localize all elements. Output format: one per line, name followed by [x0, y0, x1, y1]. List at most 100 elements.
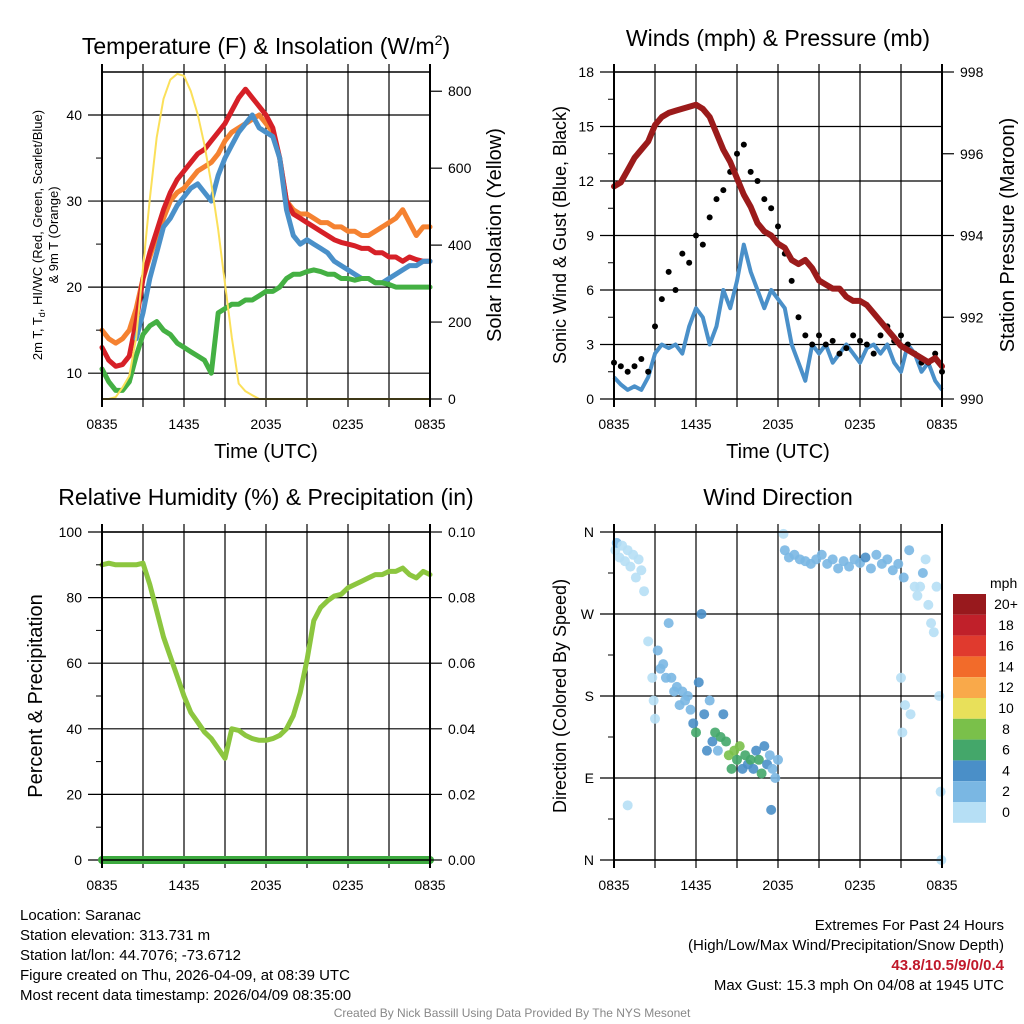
y-tick-label: 15 — [578, 119, 594, 135]
direction-panel: Wind Direction 0835 1435 2035 0235 0835NESWN… — [550, 484, 1018, 893]
direction-point — [701, 745, 712, 756]
x-tick-label: 1435 — [680, 416, 711, 432]
y2-tick-label: 0.06 — [448, 655, 475, 671]
colorbar-swatch — [953, 656, 986, 678]
direction-ylabel: Direction (Colored By Speed) — [550, 579, 570, 813]
direction-point — [915, 581, 926, 592]
y2-tick-label: 994 — [960, 228, 984, 244]
temperature-axes: 0835 1435 2035 0235 083510203040020040060080… — [66, 64, 472, 432]
direction-point — [827, 554, 838, 565]
direction-point — [685, 704, 696, 715]
x-tick-label: 0235 — [332, 416, 363, 432]
direction-point — [844, 561, 855, 572]
series-line-sonic-wind — [612, 242, 944, 392]
direction-point — [658, 659, 669, 670]
direction-point — [897, 727, 908, 738]
direction-point — [871, 549, 882, 560]
humidity-axes: 0835 1435 2035 0235 08350204060801000.000.02… — [59, 524, 475, 893]
direction-point — [691, 727, 701, 738]
y2-tick-label: 998 — [960, 64, 984, 80]
y-tick-label: 6 — [586, 282, 594, 298]
series-line-2m-td — [99, 267, 433, 393]
x-tick-label: 0235 — [844, 416, 875, 432]
direction-point — [766, 804, 777, 815]
direction-point — [643, 636, 654, 647]
y2-tick-label: 996 — [960, 146, 984, 162]
station-info: Location: Saranac Station elevation: 313… — [20, 906, 351, 1006]
created-text: Figure created on Thu, 2026-04-09, at 08… — [20, 967, 350, 984]
latlon-text: Station lat/lon: 44.7076; -73.6712 — [20, 947, 242, 964]
direction-point — [712, 745, 723, 756]
y2-tick-label: 200 — [448, 314, 472, 330]
direction-point — [696, 609, 707, 619]
temperature-ylabel: 2m T, Td, HI/WC (Red, Green, Scarlet/Blu… — [30, 110, 47, 360]
gust-point — [652, 323, 658, 330]
direction-point — [898, 572, 909, 583]
x-tick-label: 0235 — [332, 877, 363, 893]
temperature-panel: Temperature (F) & Insolation (W/m2) 0835… — [30, 32, 506, 463]
x-tick-label: 0835 — [598, 877, 629, 893]
x-tick-label: 2035 — [250, 877, 281, 893]
winds-panel: Winds (mph) & Pressure (mb) 0835 1435 2035… — [550, 25, 1019, 463]
gust-point — [788, 277, 795, 284]
humidity-title: Relative Humidity (%) & Precipitation (i… — [58, 484, 473, 510]
direction-point — [693, 677, 704, 688]
y2-tick-label: 990 — [960, 391, 984, 407]
winds-title: Winds (mph) & Pressure (mb) — [626, 25, 930, 51]
gust-point — [706, 214, 713, 221]
humidity-panel: Relative Humidity (%) & Precipitation (i… — [25, 484, 475, 893]
direction-point — [773, 754, 783, 765]
direction-point — [759, 741, 770, 752]
colorbar-label: 2 — [1002, 783, 1010, 799]
y-tick-label: 20 — [66, 786, 82, 802]
direction-point — [648, 695, 659, 706]
gust-point — [829, 337, 836, 344]
y-tick-label: 100 — [59, 524, 83, 540]
extremes-title: Extremes For Past 24 Hours — [814, 917, 1004, 934]
direction-point — [860, 552, 871, 563]
direction-point — [900, 700, 911, 711]
colorbar-swatch — [953, 781, 986, 802]
x-tick-label: 0835 — [926, 877, 957, 893]
pressure-ylabel: Station Pressure (Maroon) — [997, 118, 1019, 353]
temperature-title: Temperature (F) & Insolation (W/m2) — [82, 32, 450, 59]
direction-point — [905, 709, 916, 720]
colorbar-swatch — [953, 739, 986, 761]
x-tick-label: 1435 — [168, 416, 199, 432]
direction-point — [622, 800, 633, 811]
direction-point — [688, 718, 699, 729]
direction-point — [666, 672, 677, 683]
direction-point — [896, 672, 906, 683]
y-tick-label: 60 — [66, 655, 82, 671]
gust-point — [870, 350, 877, 357]
gust-point — [645, 368, 652, 375]
direction-point — [732, 754, 742, 765]
direction-point — [699, 709, 710, 720]
direction-point — [756, 768, 767, 779]
humidity-ylabel: Percent & Precipitation — [25, 594, 47, 797]
colorbar-label: 12 — [998, 679, 1014, 695]
x-tick-label: 1435 — [168, 877, 199, 893]
x-tick-label: 0835 — [598, 416, 629, 432]
colorbar-label: 4 — [1002, 762, 1010, 778]
gust-point — [720, 187, 727, 194]
direction-point — [652, 645, 663, 656]
gust-point — [617, 363, 624, 370]
y-tick-label: 80 — [66, 590, 82, 606]
y2-tick-label: 992 — [960, 309, 984, 325]
direction-point — [893, 558, 904, 569]
direction-point — [816, 549, 827, 560]
gust-point — [816, 332, 822, 339]
colorbar-swatch — [953, 594, 986, 615]
y2-tick-label: 0.10 — [448, 524, 475, 540]
y-tick-label: 20 — [66, 279, 82, 295]
gust-point — [775, 223, 781, 230]
colorbar-label: 0 — [1002, 804, 1010, 820]
colorbar-label: 20+ — [994, 596, 1018, 612]
gust-point — [761, 196, 768, 203]
y-tick-label: E — [585, 770, 594, 786]
colorbar-label: 8 — [1002, 721, 1010, 737]
gust-point — [672, 287, 679, 293]
extremes-values: 43.8/10.5/9/0/0.4 — [891, 957, 1004, 974]
y-tick-label: N — [584, 524, 594, 540]
